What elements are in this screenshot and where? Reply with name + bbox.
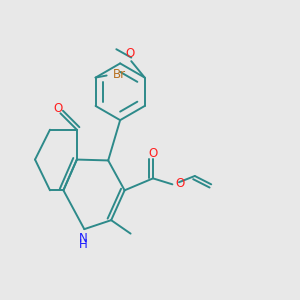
Text: O: O	[125, 47, 134, 60]
Text: O: O	[176, 177, 184, 190]
Text: H: H	[78, 238, 87, 251]
Text: O: O	[53, 102, 63, 115]
Text: Br: Br	[112, 68, 126, 81]
Text: O: O	[148, 147, 158, 160]
Text: N: N	[78, 232, 87, 244]
